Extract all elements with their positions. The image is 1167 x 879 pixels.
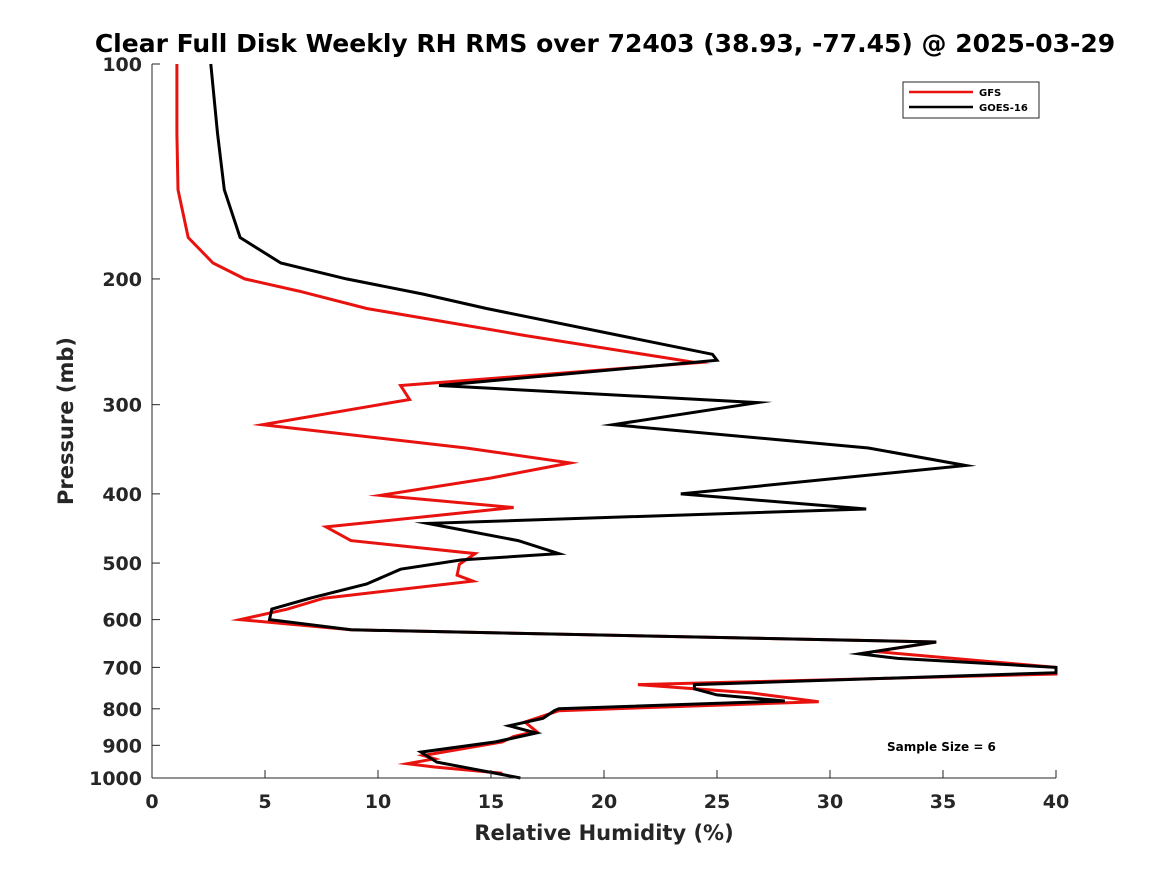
y-tick-label: 400 [102,484,142,506]
legend-label-gfs: GFS [979,88,1001,99]
x-tick-label: 25 [704,791,730,813]
y-tick-label: 900 [102,735,142,757]
x-tick-label: 0 [145,791,158,813]
y-tick-label: 100 [102,54,142,76]
y-tick-label: 800 [102,699,142,721]
legend: GFS GOES-16 [902,81,1040,119]
legend-label-goes16: GOES-16 [979,103,1028,114]
y-axis-label: Pressure (mb) [54,337,78,505]
x-tick-label: 40 [1043,791,1069,813]
x-tick-label: 30 [817,791,843,813]
axes-layer: 0 5 10 15 20 25 30 35 40 100 200 300 400 500 600 700 800… [89,54,1069,813]
series-line-goes16 [209,63,1058,780]
y-tick-label: 600 [102,610,142,632]
y-tick-label: 500 [102,553,142,575]
x-tick-label: 35 [930,791,956,813]
chart-title: Clear Full Disk Weekly RH RMS over 72403… [95,29,1115,58]
series-layer [175,63,1058,780]
y-tick-label: 200 [102,269,142,291]
x-tick-label: 10 [365,791,391,813]
legend-box [902,81,1040,119]
y-tick-label: 300 [102,395,142,417]
x-tick-label: 20 [591,791,617,813]
x-axis-label: Relative Humidity (%) [474,821,733,845]
series-line-gfs [175,64,1058,775]
x-tick-label: 15 [478,791,504,813]
x-tick-label: 5 [258,791,271,813]
sample-size-annotation: Sample Size = 6 [887,740,996,754]
y-tick-label: 700 [102,657,142,679]
y-tick-label: 1000 [89,768,142,790]
